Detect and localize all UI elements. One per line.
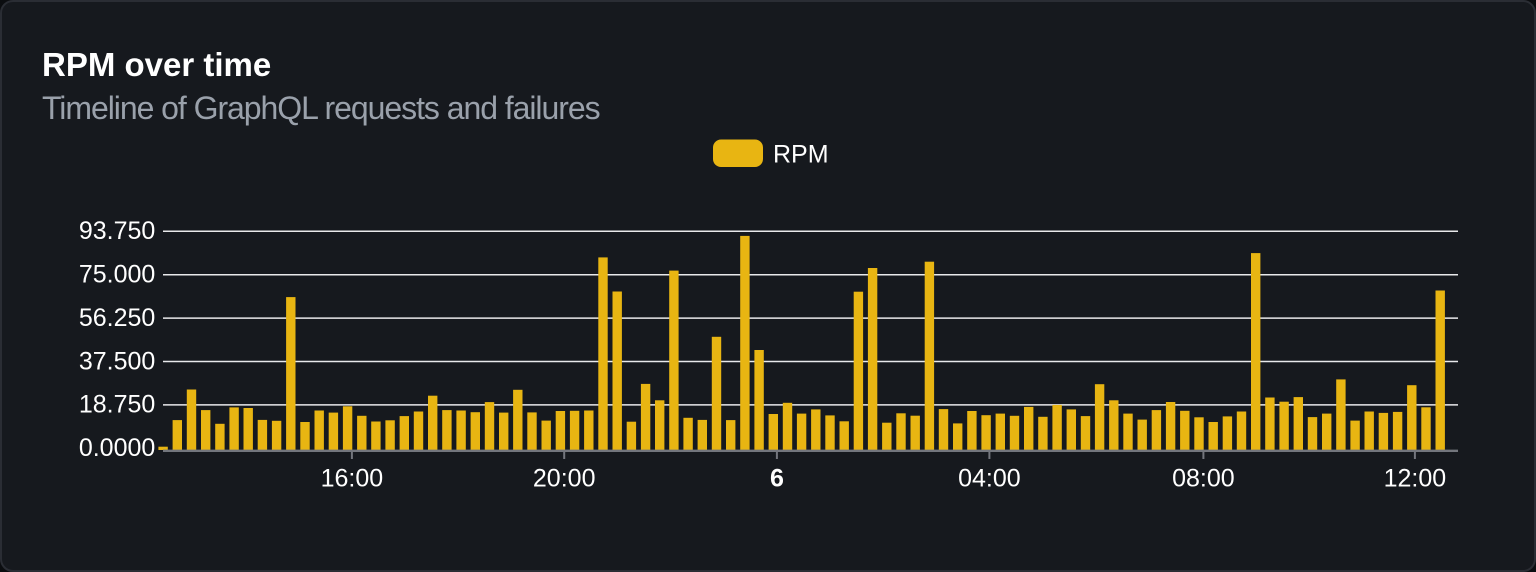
- svg-text:04:00: 04:00: [958, 465, 1021, 493]
- svg-text:37.500: 37.500: [79, 347, 155, 375]
- svg-text:20:00: 20:00: [533, 465, 596, 493]
- svg-text:18.750: 18.750: [79, 391, 155, 419]
- svg-text:6: 6: [770, 465, 784, 493]
- svg-text:93.750: 93.750: [79, 217, 155, 245]
- svg-text:12:00: 12:00: [1384, 465, 1447, 493]
- svg-text:0.0000: 0.0000: [79, 434, 155, 462]
- svg-text:16:00: 16:00: [321, 465, 384, 493]
- svg-text:RPM: RPM: [773, 141, 829, 169]
- svg-text:75.000: 75.000: [79, 261, 155, 289]
- svg-text:56.250: 56.250: [79, 304, 155, 332]
- svg-text:08:00: 08:00: [1172, 465, 1235, 493]
